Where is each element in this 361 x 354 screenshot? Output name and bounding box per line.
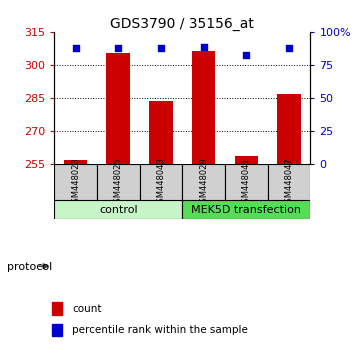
Bar	[54, 164, 97, 200]
Title: GDS3790 / 35156_at: GDS3790 / 35156_at	[110, 17, 254, 31]
Text: control: control	[99, 205, 138, 215]
Bar	[54, 200, 182, 219]
Bar	[225, 164, 268, 200]
Bar	[182, 200, 310, 219]
Bar	[106, 53, 130, 164]
Bar	[97, 164, 140, 200]
Bar	[268, 164, 310, 200]
Point	[286, 46, 292, 51]
Text: percentile rank within the sample: percentile rank within the sample	[72, 325, 248, 335]
Point	[115, 46, 121, 51]
Text: GSM448047: GSM448047	[284, 157, 293, 207]
Point	[243, 52, 249, 58]
Text: GSM448023: GSM448023	[71, 157, 80, 207]
Text: GSM448041: GSM448041	[242, 157, 251, 207]
Bar	[52, 302, 62, 315]
Bar	[182, 164, 225, 200]
Text: GSM448025: GSM448025	[114, 157, 123, 207]
Text: count: count	[72, 304, 102, 314]
Bar	[140, 164, 182, 200]
Bar	[52, 324, 62, 336]
Text: GSM448043: GSM448043	[156, 157, 165, 207]
Point	[158, 46, 164, 51]
Text: GSM448029: GSM448029	[199, 157, 208, 207]
Text: protocol: protocol	[7, 262, 52, 272]
Bar	[192, 51, 216, 164]
Point	[73, 46, 78, 51]
Point	[201, 44, 206, 50]
Bar	[64, 160, 87, 164]
Bar	[277, 93, 301, 164]
Text: MEK5D transfection: MEK5D transfection	[191, 205, 301, 215]
Bar	[235, 156, 258, 164]
Bar	[149, 101, 173, 164]
